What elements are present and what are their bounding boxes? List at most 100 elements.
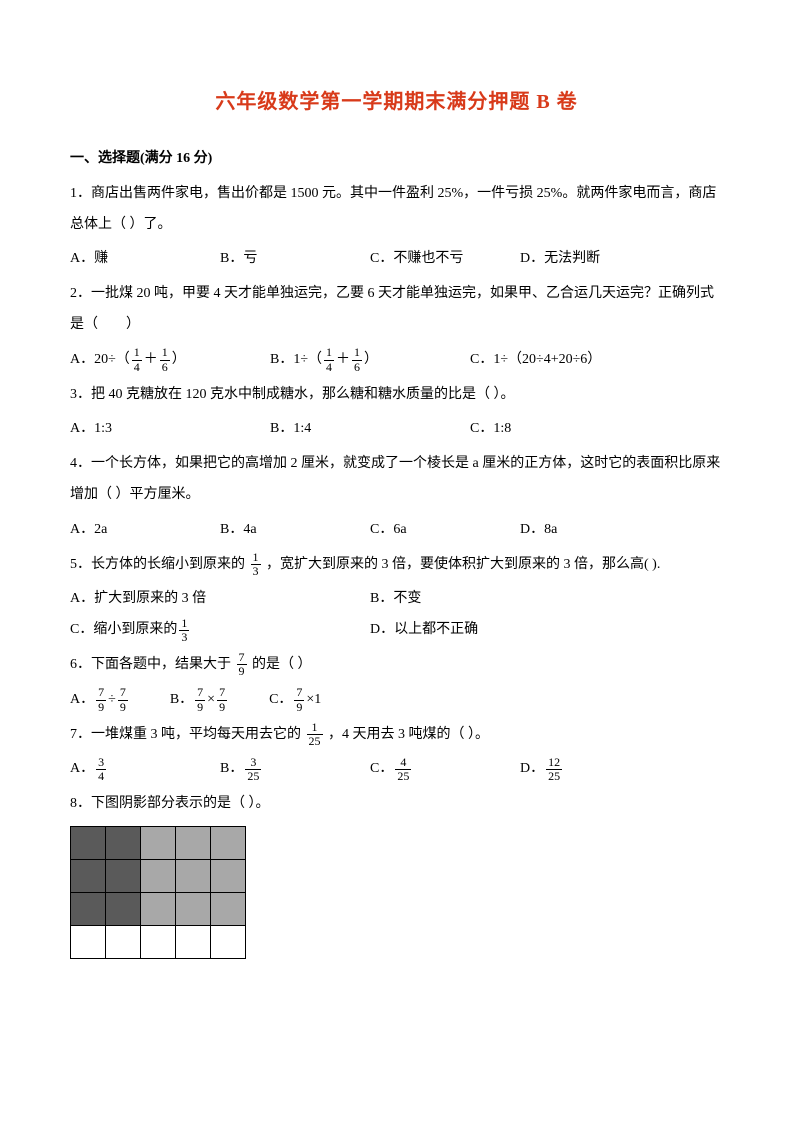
page-title: 六年级数学第一学期期末满分押题 B 卷: [70, 80, 723, 124]
q3-options: A．1:3 B．1:4 C．1:8: [70, 414, 723, 445]
text: D．: [520, 754, 544, 785]
fraction: 325: [245, 756, 261, 783]
q1-opt-c: C．不赚也不亏: [370, 244, 520, 275]
text: ÷: [108, 685, 116, 716]
grid-cell: [71, 859, 106, 892]
q7-opt-d: D． 1225: [520, 754, 670, 785]
grid-cell: [71, 826, 106, 859]
text: A．: [70, 685, 94, 716]
q2-opt-b: B．1÷（ 14 ＋ 16 ）: [270, 345, 470, 376]
text: B．: [170, 685, 193, 716]
q4-opt-c: C．6a: [370, 515, 520, 546]
q5-options-row2: C．缩小到原来的 13 D．以上都不正确: [70, 615, 723, 646]
q1-options: A．赚 B．亏 C．不赚也不亏 D．无法判断: [70, 244, 723, 275]
fraction: 34: [96, 756, 106, 783]
text: B．: [220, 754, 243, 785]
q5-opt-b: B．不变: [370, 584, 670, 615]
question-2: 2．一批煤 20 吨，甲要 4 天才能单独运完，乙要 6 天才能单独运完，如果甲…: [70, 279, 723, 341]
text: C．: [269, 685, 292, 716]
fraction: 16: [352, 346, 362, 373]
q2-opt-c: C．1÷（20÷4+20÷6）: [470, 345, 670, 376]
q1-opt-d: D．无法判断: [520, 244, 670, 275]
q5-opt-c: C．缩小到原来的 13: [70, 615, 370, 646]
fraction: 79: [118, 686, 128, 713]
q2-options: A．20÷（ 14 ＋ 16 ） B．1÷（ 14 ＋ 16 ） C．1÷（20…: [70, 345, 723, 376]
grid-cell: [141, 925, 176, 958]
question-1: 1．商店出售两件家电，售出价都是 1500 元。其中一件盈利 25%，一件亏损 …: [70, 179, 723, 241]
section-heading: 一、选择题(满分 16 分): [70, 144, 723, 175]
text: C．: [370, 754, 393, 785]
fraction: 79: [195, 686, 205, 713]
grid-cell: [176, 925, 211, 958]
q1-opt-a: A．赚: [70, 244, 220, 275]
text: 的是（ ）: [252, 657, 312, 672]
text: ，4 天用去 3 吨煤的（ ）。: [328, 727, 489, 742]
fraction: 13: [251, 551, 261, 578]
text: ×1: [306, 685, 321, 716]
grid-cell: [176, 859, 211, 892]
fraction: 125: [307, 721, 323, 748]
q6-opt-c: C． 79 ×1: [269, 685, 321, 716]
grid-cell: [176, 892, 211, 925]
q3-opt-a: A．1:3: [70, 414, 270, 445]
text: ＋: [144, 345, 158, 376]
q3-opt-b: B．1:4: [270, 414, 470, 445]
text: C．缩小到原来的: [70, 615, 177, 646]
text: B．1÷（: [270, 345, 322, 376]
fraction: 79: [96, 686, 106, 713]
text: 7．一堆煤重 3 吨，平均每天用去它的: [70, 727, 301, 742]
grid-cell: [71, 892, 106, 925]
fraction: 14: [324, 346, 334, 373]
q6-options: A． 79 ÷ 79 B． 79 × 79 C． 79 ×1: [70, 685, 723, 716]
q6-opt-b: B． 79 × 79: [170, 685, 229, 716]
grid-cell: [106, 892, 141, 925]
q7-options: A． 34 B． 325 C． 425 D． 1225: [70, 754, 723, 785]
text: ＋: [336, 345, 350, 376]
text: 5．长方体的长缩小到原来的: [70, 557, 245, 572]
grid-cell: [106, 859, 141, 892]
q4-opt-b: B．4a: [220, 515, 370, 546]
q7-opt-a: A． 34: [70, 754, 220, 785]
fraction: 14: [132, 346, 142, 373]
grid-cell: [211, 892, 246, 925]
text: ，宽扩大到原来的 3 倍，要使体积扩大到原来的 3 倍，那么高( ).: [266, 557, 660, 572]
q7-opt-b: B． 325: [220, 754, 370, 785]
q5-opt-d: D．以上都不正确: [370, 615, 670, 646]
grid-cell: [106, 826, 141, 859]
grid-cell: [71, 925, 106, 958]
q8-diagram: [70, 826, 723, 959]
fraction: 79: [294, 686, 304, 713]
question-4: 4．一个长方体，如果把它的高增加 2 厘米，就变成了一个棱长是 a 厘米的正方体…: [70, 449, 723, 511]
fraction: 13: [179, 617, 189, 644]
grid-cell: [141, 859, 176, 892]
q2-opt-a: A．20÷（ 14 ＋ 16 ）: [70, 345, 270, 376]
grid-cell: [106, 925, 141, 958]
grid-cell: [211, 859, 246, 892]
grid-cell: [211, 925, 246, 958]
q3-opt-c: C．1:8: [470, 414, 670, 445]
q4-options: A．2a B．4a C．6a D．8a: [70, 515, 723, 546]
text: A．: [70, 754, 94, 785]
grid-cell: [141, 826, 176, 859]
text: 6．下面各题中，结果大于: [70, 657, 231, 672]
text: ）: [172, 345, 186, 376]
text: ）: [364, 345, 378, 376]
q4-opt-a: A．2a: [70, 515, 220, 546]
text: A．20÷（: [70, 345, 130, 376]
fraction: 425: [395, 756, 411, 783]
text: ×: [207, 685, 215, 716]
q6-opt-a: A． 79 ÷ 79: [70, 685, 130, 716]
q5-opt-a: A．扩大到原来的 3 倍: [70, 584, 370, 615]
grid-cell: [176, 826, 211, 859]
grid-cell: [211, 826, 246, 859]
q4-opt-d: D．8a: [520, 515, 670, 546]
q1-opt-b: B．亏: [220, 244, 370, 275]
question-6: 6．下面各题中，结果大于 79 的是（ ）: [70, 650, 723, 681]
fraction: 16: [160, 346, 170, 373]
grid-cell: [141, 892, 176, 925]
question-3: 3．把 40 克糖放在 120 克水中制成糖水，那么糖和糖水质量的比是（ ）。: [70, 380, 723, 411]
fraction: 1225: [546, 756, 562, 783]
question-7: 7．一堆煤重 3 吨，平均每天用去它的 125 ，4 天用去 3 吨煤的（ ）。: [70, 720, 723, 751]
fraction: 79: [237, 651, 247, 678]
fraction: 79: [217, 686, 227, 713]
